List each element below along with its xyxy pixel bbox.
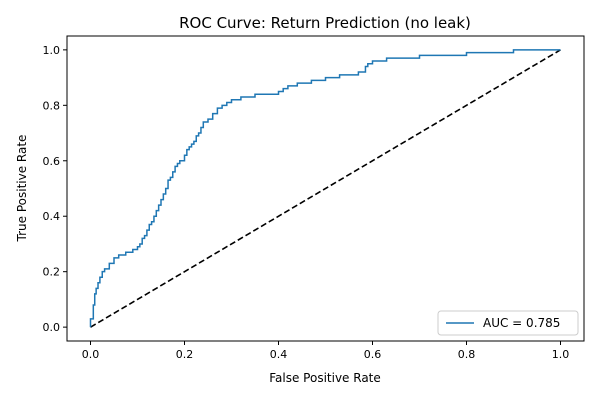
chart-title: ROC Curve: Return Prediction (no leak) <box>179 14 471 32</box>
y-tick-label: 0.8 <box>43 99 61 112</box>
y-tick-label: 1.0 <box>43 44 61 57</box>
x-tick-label: 0.4 <box>270 348 288 361</box>
x-tick-label: 0.6 <box>364 348 382 361</box>
y-tick-label: 0.6 <box>43 155 61 168</box>
x-tick-label: 1.0 <box>552 348 570 361</box>
legend: AUC = 0.785 <box>438 311 578 335</box>
x-tick-label: 0.2 <box>176 348 194 361</box>
y-axis-label: True Positive Rate <box>15 135 29 243</box>
x-tick-label: 0.8 <box>458 348 476 361</box>
y-tick-label: 0.4 <box>43 210 61 223</box>
legend-label: AUC = 0.785 <box>483 316 560 330</box>
x-axis-label: False Positive Rate <box>269 371 381 385</box>
x-tick-label: 0.0 <box>82 348 100 361</box>
y-tick-label: 0.2 <box>43 266 61 279</box>
y-tick-label: 0.0 <box>43 321 61 334</box>
